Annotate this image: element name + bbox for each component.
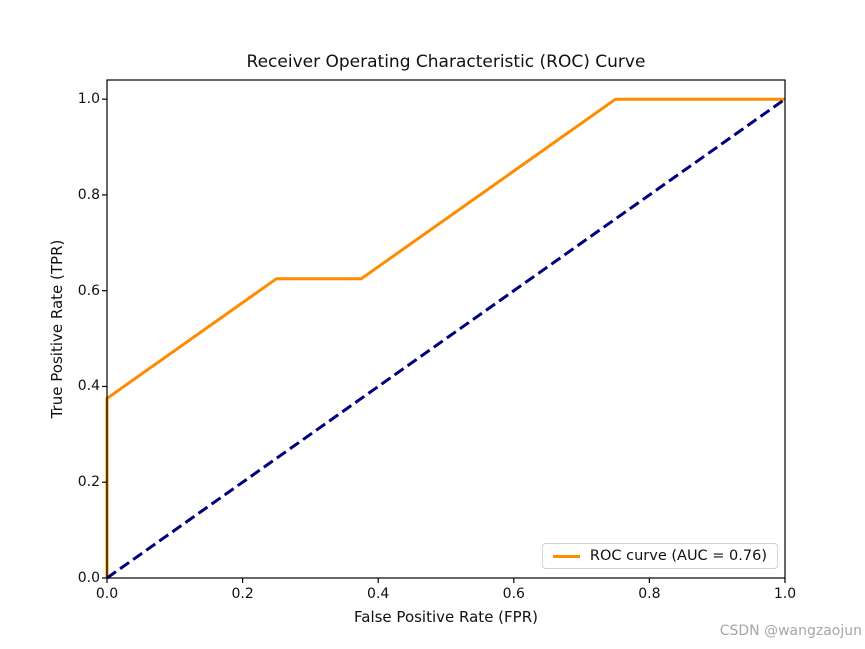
roc-curve-legend-swatch [552, 554, 580, 558]
y-tick-label: 0.4 [77, 378, 100, 395]
y-axis-label: True Positive Rate (TPR) [48, 239, 66, 419]
x-tick-label: 0.6 [502, 586, 525, 602]
x-tick-label: 1.0 [773, 586, 797, 602]
y-tick-label: 0.8 [77, 186, 100, 203]
x-tick-label: 0.4 [367, 586, 390, 602]
x-tick-label: 0.0 [95, 586, 119, 602]
chart-title: Receiver Operating Characteristic (ROC) … [246, 52, 646, 72]
y-tick-label: 0.0 [77, 570, 100, 586]
plot-border [106, 79, 786, 579]
legend-label: ROC curve (AUC = 0.76) [589, 548, 767, 564]
x-axis-label: False Positive Rate (FPR) [354, 608, 538, 626]
x-tick-label: 0.8 [638, 586, 661, 602]
x-tick-label: 0.2 [231, 586, 254, 602]
chance-diagonal-line [106, 97, 786, 580]
legend: ROC curve (AUC = 0.76) [541, 543, 778, 569]
watermark: CSDN @wangzaojun [719, 623, 862, 639]
y-tick-label: 0.2 [77, 474, 100, 491]
y-tick-label: 0.6 [77, 282, 100, 299]
y-tick-label: 1.0 [77, 91, 100, 108]
